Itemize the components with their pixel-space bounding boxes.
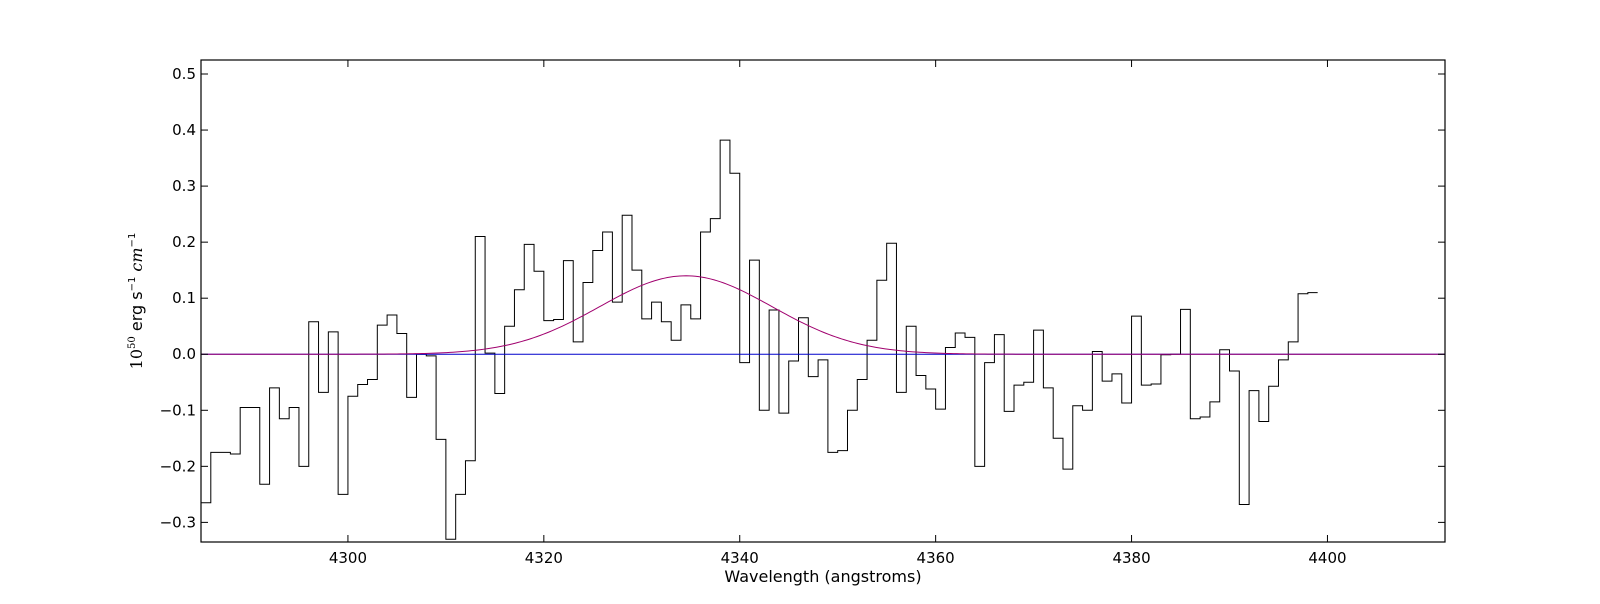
- y-tick-label: 0.1: [172, 289, 196, 307]
- y-title-unit-b: cm: [127, 247, 146, 276]
- y-title-unit-a-exp: −1: [127, 277, 138, 292]
- x-tick-label: 4360: [917, 549, 955, 567]
- y-title-base: 10: [127, 349, 146, 369]
- y-tick-label: 0.0: [172, 345, 196, 363]
- x-tick-label: 4380: [1112, 549, 1150, 567]
- x-tick-label: 4340: [721, 549, 759, 567]
- y-axis-title: 1050 erg s−1 cm−1: [127, 233, 146, 370]
- y-tick-label: 0.2: [172, 233, 196, 251]
- plot-frame: [200, 59, 1446, 543]
- y-tick-label: −0.1: [160, 401, 196, 419]
- y-tick-label: 0.5: [172, 65, 196, 83]
- y-tick-label: 0.4: [172, 121, 196, 139]
- y-title-exponent: 50: [127, 336, 138, 349]
- series-2-gaussian: [201, 275, 1445, 355]
- series-layer: [201, 139, 1445, 540]
- svg-text:1050 erg s−1 cm−1: 1050 erg s−1 cm−1: [127, 233, 146, 370]
- y-tick-label: −0.3: [160, 513, 196, 531]
- series-0-steps: [201, 139, 1318, 540]
- x-tick-label: 4300: [329, 549, 367, 567]
- y-title-unit-a: erg s: [127, 291, 146, 336]
- y-tick-label: 0.3: [172, 177, 196, 195]
- x-tick-label: 4400: [1308, 549, 1346, 567]
- x-tick-label: 4320: [525, 549, 563, 567]
- ticks-layer: 4300 4320 4340 4360 4380 4400 −0.3 −0.2 −0.1 0.0 0…: [160, 60, 1445, 567]
- y-title-unit-b-exp: −1: [127, 233, 138, 248]
- y-tick-label: −0.2: [160, 457, 196, 475]
- x-axis-title: Wavelength (angstroms): [724, 567, 921, 586]
